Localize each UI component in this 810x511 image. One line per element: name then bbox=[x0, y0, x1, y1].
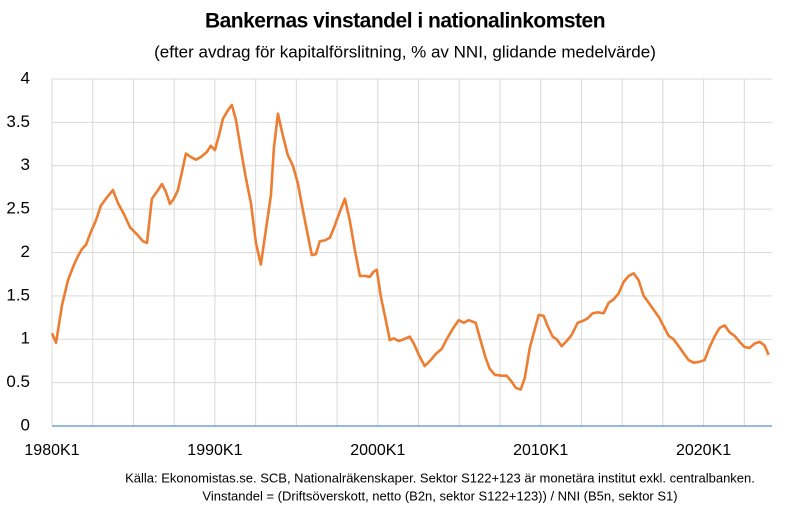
y-tick-label: 2.5 bbox=[6, 199, 30, 218]
y-tick-label: 0.5 bbox=[6, 372, 30, 391]
y-tick-label: 3.5 bbox=[6, 112, 30, 131]
x-tick-label: 2020K1 bbox=[676, 442, 731, 459]
y-tick-label: 0 bbox=[21, 415, 30, 434]
chart-subtitle: (efter avdrag för kapitalförslitning, % … bbox=[154, 42, 656, 61]
x-tick-label: 2000K1 bbox=[350, 442, 405, 459]
source-note: Källa: Ekonomistas.se. SCB, Nationalräke… bbox=[125, 470, 755, 485]
y-tick-label: 1.5 bbox=[6, 285, 30, 304]
y-tick-label: 1 bbox=[21, 329, 30, 348]
y-tick-label: 2 bbox=[21, 242, 30, 261]
line-series bbox=[50, 103, 770, 391]
x-tick-label: 1980K1 bbox=[24, 442, 79, 459]
y-tick-label: 4 bbox=[21, 68, 30, 87]
x-tick-label: 2010K1 bbox=[513, 442, 568, 459]
x-tick-label: 1990K1 bbox=[187, 442, 242, 459]
definition-note: Vinstandel = (Driftsöverskott, netto (B2… bbox=[202, 488, 677, 503]
chart-title: Bankernas vinstandel i nationalinkomsten bbox=[205, 10, 605, 33]
y-tick-label: 3 bbox=[21, 155, 30, 174]
